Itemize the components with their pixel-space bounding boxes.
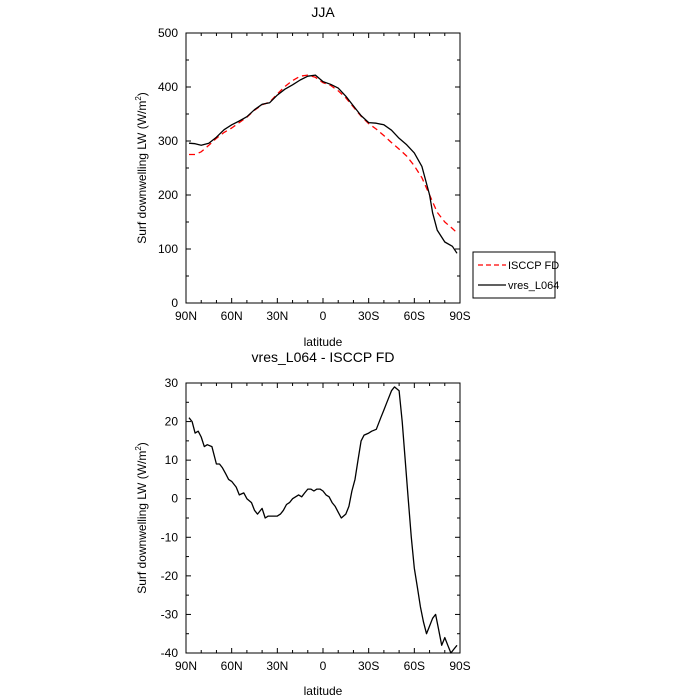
x-tick-label: 30S: [358, 309, 379, 323]
y-tick-label: 0: [171, 492, 178, 506]
svg-text:Surf downwelling LW (W/m2): Surf downwelling LW (W/m2): [134, 92, 149, 244]
x-tick-label: 60N: [221, 659, 243, 673]
y-tick-label: 10: [165, 453, 179, 467]
y-axis-label-main: Surf downwelling LW (W/m: [135, 451, 149, 594]
x-tick-label: 0: [320, 309, 327, 323]
x-tick-label: 90N: [175, 659, 197, 673]
x-tick-label: 60S: [404, 309, 425, 323]
y-tick-label: 300: [158, 134, 178, 148]
series-line-vres-l064-isccp-fd: [188, 386, 458, 654]
x-tick-label: 90S: [449, 659, 470, 673]
y-axis-label-main: Surf downwelling LW (W/m: [135, 101, 149, 244]
svg-text:Surf downwelling LW (W/m2): Surf downwelling LW (W/m2): [134, 442, 149, 594]
legend-label-vres-l064: vres_L064: [508, 280, 559, 292]
x-tick-label: 90N: [175, 309, 197, 323]
y-axis-label: Surf downwelling LW (W/m2): [134, 442, 149, 594]
series-line-vres-l064: [188, 74, 458, 254]
series-line-isccp-fd: [189, 74, 458, 234]
y-axis-label-close: ): [135, 442, 149, 446]
x-tick-label: 60S: [404, 659, 425, 673]
y-axis-label-close: ): [135, 92, 149, 96]
y-tick-label: 20: [165, 415, 179, 429]
chart-title: JJA: [311, 4, 335, 20]
x-tick-label: 30N: [266, 309, 288, 323]
y-tick-label: 400: [158, 80, 178, 94]
y-tick-label: -30: [161, 607, 179, 621]
legend: ISCCP FD vres_L064: [472, 251, 559, 299]
y-tick-label: 30: [165, 376, 179, 390]
plot-frame: [185, 32, 461, 304]
x-tick-label: 30N: [266, 659, 288, 673]
y-tick-label: 100: [158, 242, 178, 256]
y-axis-label-superscript: 2: [134, 446, 143, 451]
x-tick-label: 90S: [449, 309, 470, 323]
x-axis-label: latitude: [304, 684, 343, 698]
x-tick-label: 60N: [221, 309, 243, 323]
y-tick-label: 200: [158, 188, 178, 202]
y-axis-label: Surf downwelling LW (W/m2): [134, 92, 149, 244]
y-tick-label: 0: [171, 296, 178, 310]
top-chart-panel: JJA Surf downwelling LW (W/m2) latitude …: [134, 4, 471, 349]
legend-box: [472, 251, 556, 299]
y-tick-label: -20: [161, 569, 179, 583]
chart-title: vres_L064 - ISCCP FD: [252, 349, 395, 365]
x-tick-label: 0: [320, 659, 327, 673]
y-tick-label: -40: [161, 646, 179, 660]
bottom-chart-panel: vres_L064 - ISCCP FD Surf downwelling LW…: [134, 349, 471, 698]
y-tick-label: 500: [158, 26, 178, 40]
x-tick-label: 30S: [358, 659, 379, 673]
y-tick-label: -10: [161, 530, 179, 544]
plot-frame: [185, 382, 461, 654]
y-axis-label-superscript: 2: [134, 96, 143, 101]
legend-label-isccp-fd: ISCCP FD: [508, 260, 559, 272]
x-axis-label: latitude: [304, 335, 343, 349]
